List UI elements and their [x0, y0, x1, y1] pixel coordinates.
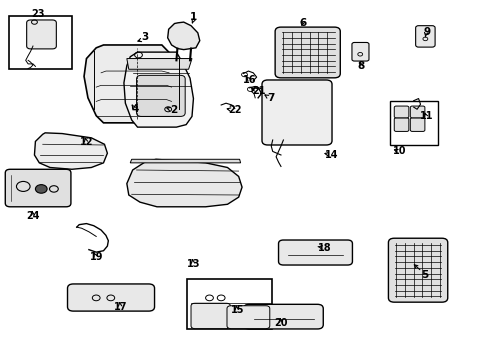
Polygon shape	[123, 52, 193, 127]
FancyBboxPatch shape	[191, 303, 230, 329]
FancyBboxPatch shape	[415, 26, 434, 47]
Text: 2: 2	[170, 105, 177, 115]
Text: 6: 6	[299, 18, 306, 28]
Polygon shape	[84, 45, 183, 123]
FancyBboxPatch shape	[226, 306, 269, 329]
Circle shape	[35, 185, 47, 193]
FancyBboxPatch shape	[393, 106, 408, 118]
Text: 19: 19	[89, 252, 103, 262]
Polygon shape	[34, 133, 107, 169]
Text: 21: 21	[252, 86, 265, 96]
FancyBboxPatch shape	[387, 238, 447, 302]
Text: 12: 12	[80, 138, 93, 148]
Text: 1: 1	[189, 13, 197, 22]
FancyBboxPatch shape	[393, 118, 408, 131]
FancyBboxPatch shape	[409, 106, 424, 118]
Polygon shape	[126, 59, 192, 69]
Text: 10: 10	[392, 147, 406, 157]
Text: 18: 18	[317, 243, 331, 253]
Polygon shape	[167, 22, 200, 50]
FancyBboxPatch shape	[278, 240, 352, 265]
Text: 9: 9	[423, 27, 429, 37]
Text: 16: 16	[242, 75, 256, 85]
FancyBboxPatch shape	[275, 27, 340, 78]
Text: 5: 5	[420, 270, 427, 280]
Text: 4: 4	[131, 104, 139, 113]
Text: 13: 13	[186, 259, 200, 269]
Text: 20: 20	[274, 318, 287, 328]
Text: 23: 23	[31, 9, 44, 19]
Text: 15: 15	[230, 305, 244, 315]
Text: 8: 8	[357, 61, 364, 71]
Text: 7: 7	[267, 93, 274, 103]
Text: 3: 3	[141, 32, 148, 42]
Text: 17: 17	[114, 302, 127, 312]
FancyBboxPatch shape	[67, 284, 154, 311]
FancyBboxPatch shape	[243, 304, 323, 329]
Bar	[9, 16, 72, 69]
Polygon shape	[126, 159, 242, 207]
FancyBboxPatch shape	[409, 118, 424, 131]
FancyBboxPatch shape	[27, 20, 56, 49]
FancyBboxPatch shape	[351, 42, 368, 61]
Text: 22: 22	[227, 105, 241, 115]
FancyBboxPatch shape	[5, 169, 71, 207]
Text: 14: 14	[325, 150, 338, 160]
Text: 24: 24	[26, 211, 40, 221]
FancyBboxPatch shape	[136, 75, 185, 116]
Text: 11: 11	[419, 111, 433, 121]
Bar	[187, 279, 272, 329]
Bar	[389, 102, 437, 145]
FancyBboxPatch shape	[262, 80, 331, 145]
Polygon shape	[130, 159, 240, 163]
